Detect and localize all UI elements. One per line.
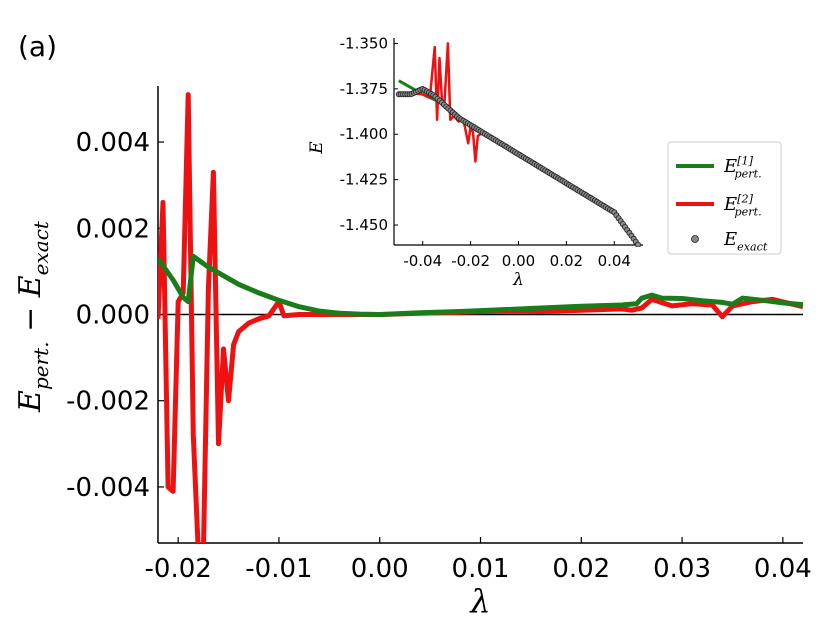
main-series-line (158, 92, 803, 543)
inset-y-label: E (307, 141, 327, 155)
main-series (158, 92, 803, 543)
main-x-tick-label: -0.02 (145, 554, 212, 584)
main-y-tick-label: 0.000 (76, 301, 150, 331)
legend-label: E[2] pert. (723, 192, 762, 218)
main-x-tick-label: 0.03 (653, 554, 711, 584)
legend-entry: Eexact (691, 229, 768, 253)
main-ticks: -0.02 -0.01 0.00 0.01 0.02 0.03 0.04 0.004 0.002… (66, 128, 812, 584)
main-y-tick-label: 0.002 (76, 214, 150, 244)
main-y-label: Epert. − Eexact (13, 220, 53, 413)
main-x-tick-label: 0.01 (452, 554, 510, 584)
main-x-label: λ (468, 582, 490, 620)
legend-entry: E[2] pert. (676, 192, 762, 218)
main-x-tick-label: 0.00 (351, 554, 409, 584)
inset-x-tick-label: -0.04 (403, 252, 442, 270)
main-y-tick-label: -0.004 (66, 473, 150, 503)
inset-y-tick-label: -1.350 (340, 34, 388, 52)
inset-background (332, 34, 651, 291)
legend-box (667, 141, 782, 255)
inset-plot: -0.04 -0.02 0.00 0.02 0.04 -1.350 -1.375 -1.400… (307, 34, 651, 291)
inset-series (395, 42, 641, 247)
panel-label: (a) (18, 30, 57, 63)
inset-x-label: λ (512, 270, 524, 290)
inset-y-tick-label: -1.450 (340, 216, 388, 234)
inset-x-tick-label: 0.02 (550, 252, 583, 270)
legend: E[1] pert. E[2] pert. Eexact (667, 141, 782, 255)
main-series-line (158, 253, 803, 317)
inset-x-tick-label: 0.04 (598, 252, 631, 270)
main-x-tick-label: -0.01 (245, 554, 312, 584)
main-y-tick-label: -0.002 (66, 387, 150, 417)
legend-label: Eexact (723, 229, 768, 253)
legend-swatch (691, 235, 699, 243)
main-x-tick-label: 0.04 (754, 554, 812, 584)
inset-x-tick-label: 0.00 (502, 252, 535, 270)
inset-exact-point (635, 241, 641, 247)
main-y-tick-label: 0.004 (76, 128, 150, 158)
inset-y-tick-label: -1.425 (340, 171, 388, 189)
inset-x-tick-label: -0.02 (451, 252, 490, 270)
main-plot: -0.02 -0.01 0.00 0.01 0.02 0.03 0.04 0.004 0.002… (13, 86, 812, 620)
legend-entry: E[1] pert. (676, 154, 762, 180)
main-x-tick-label: 0.02 (552, 554, 610, 584)
inset-y-tick-label: -1.375 (340, 80, 388, 98)
legend-label: E[1] pert. (723, 154, 762, 180)
inset-y-tick-label: -1.400 (340, 125, 388, 143)
inset-ticks: -0.04 -0.02 0.00 0.02 0.04 -1.350 -1.375 -1.400… (340, 34, 631, 270)
